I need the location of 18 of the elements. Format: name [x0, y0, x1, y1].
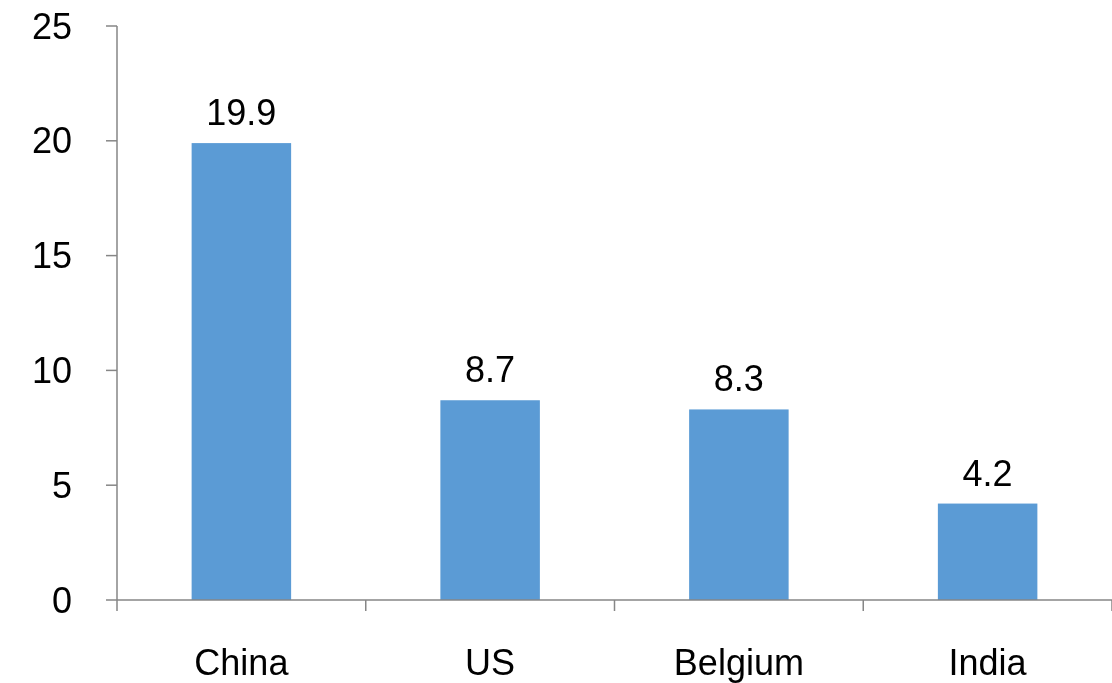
y-tick-label: 5 — [51, 464, 72, 506]
y-tick-label: 10 — [31, 350, 72, 391]
y-tick-label: 20 — [31, 120, 72, 162]
bar — [191, 143, 292, 600]
bar — [937, 503, 1038, 600]
x-tick-label: US — [465, 642, 516, 683]
data-label: 19.9 — [206, 92, 277, 134]
y-tick-label: 0 — [51, 579, 72, 621]
data-label: 8.7 — [465, 349, 516, 391]
data-label: 8.3 — [713, 358, 764, 400]
y-tick-label: 25 — [31, 5, 72, 47]
y-tick-label: 15 — [31, 235, 72, 277]
bar — [440, 400, 540, 600]
x-tick-label: India — [948, 642, 1028, 683]
x-tick-label: Belgium — [673, 642, 804, 683]
bar — [689, 409, 789, 600]
data-label: 4.2 — [962, 452, 1013, 494]
x-tick-label: China — [194, 642, 290, 683]
